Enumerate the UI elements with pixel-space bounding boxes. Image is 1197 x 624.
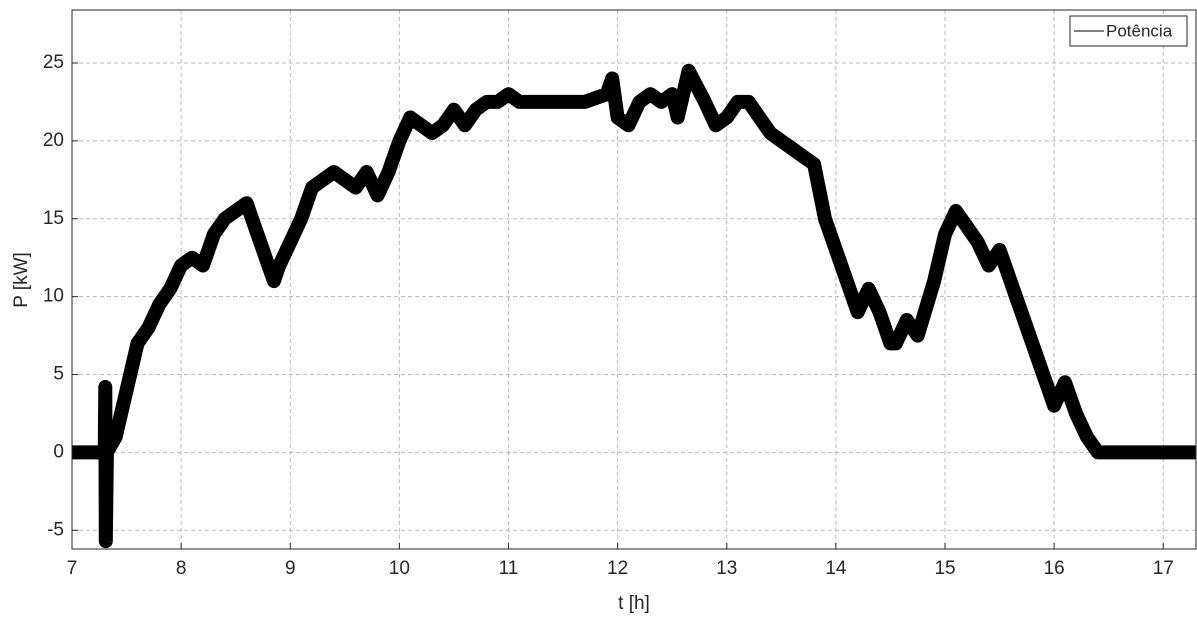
plot-border: [71, 9, 1197, 550]
x-tick-label: 14: [825, 558, 847, 579]
y-tick-label: 20: [43, 130, 64, 151]
x-tick-label: 10: [389, 558, 410, 579]
y-tick-label: 15: [43, 208, 64, 229]
legend-label: Potência: [1106, 21, 1173, 40]
x-tick-label: 7: [67, 558, 78, 579]
plot-frame: [71, 9, 1197, 550]
x-tick-label: 15: [934, 558, 955, 579]
y-tick-label: -5: [47, 519, 64, 540]
x-tick-label: 8: [176, 558, 187, 579]
x-tick-label: 12: [607, 558, 628, 579]
x-axis-label: t [h]: [618, 593, 650, 614]
line-series: [72, 63, 1196, 549]
y-axis-label: P [kW]: [11, 252, 32, 308]
y-tick-label: 10: [43, 286, 64, 307]
y-tick-label: 25: [43, 52, 64, 73]
x-tick-label: 17: [1153, 558, 1174, 579]
y-tick-label: 5: [53, 364, 64, 385]
x-tick-label: 11: [499, 558, 519, 579]
x-tick-label: 16: [1044, 558, 1065, 579]
x-tick-label: 9: [285, 558, 296, 579]
y-tick-label: 0: [53, 441, 64, 462]
x-tick-label: 13: [716, 558, 737, 579]
